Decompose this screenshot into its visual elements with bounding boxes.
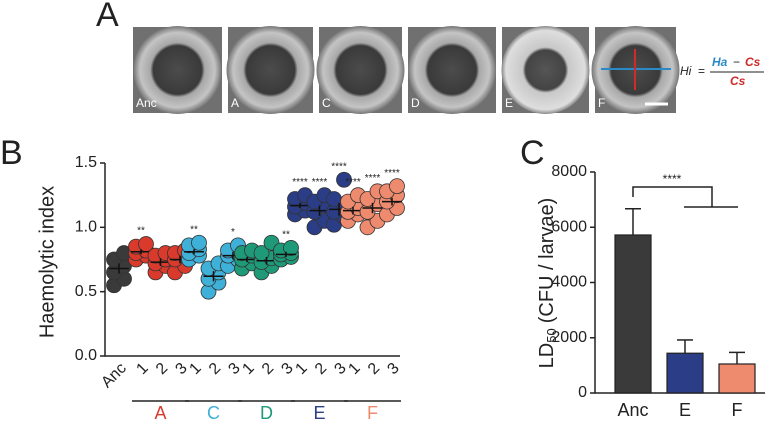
image-label: Anc [136, 96, 157, 110]
y-axis-label: Haemolytic index [36, 186, 58, 338]
dot [283, 240, 299, 256]
formula-cs: Cs [745, 55, 761, 69]
plate [226, 26, 315, 114]
significance: **** [312, 177, 328, 188]
significance: **** [365, 173, 381, 184]
y-tick-label: 0 [578, 384, 587, 401]
significance: **** [331, 161, 347, 172]
y-tick-label: 8000 [551, 163, 587, 180]
image-label: E [505, 96, 513, 110]
y-tick-label: 2000 [551, 329, 587, 346]
x-tick-label: Anc [98, 360, 130, 392]
plate [408, 26, 496, 114]
panel-label: A [96, 0, 119, 34]
dot [191, 234, 207, 251]
significance: **** [345, 177, 361, 188]
formula-eq: = [698, 64, 705, 78]
image-label: D [411, 96, 420, 110]
significance: * [231, 227, 235, 238]
x-tick-label: 2 [153, 360, 171, 378]
significance: ** [137, 226, 145, 237]
x-tick-label: 1 [186, 360, 204, 378]
bar [718, 363, 756, 394]
y-tick-label: 0.5 [75, 283, 97, 300]
significance: ** [282, 230, 290, 241]
y-tick-label: 4000 [551, 274, 587, 291]
significance: **** [292, 177, 308, 188]
significance: **** [663, 172, 682, 186]
bar [614, 234, 652, 394]
x-tick-label: 1 [133, 360, 151, 378]
x-tick-label: 2 [365, 360, 383, 378]
x-tick-label: E [679, 400, 691, 420]
image-label: F [598, 96, 605, 110]
dot [389, 178, 405, 195]
significance: **** [384, 168, 400, 179]
y-tick-label: 0.0 [75, 347, 97, 364]
formula: Hi = Ha − Cs Cs [680, 55, 764, 88]
bar [666, 352, 704, 394]
formula-den: Cs [730, 74, 746, 88]
y-tick-label: 1.5 [75, 154, 97, 171]
significance: ** [190, 224, 198, 235]
formula-minus: − [733, 55, 740, 69]
x-tick-label: 2 [259, 360, 277, 378]
formula-lhs: Hi [680, 64, 692, 78]
image-label: A [231, 96, 239, 110]
y-tick-label: 6000 [551, 218, 587, 235]
plate [133, 26, 222, 114]
x-tick-label: 2 [312, 360, 330, 378]
y-tick-label: 1.0 [75, 219, 97, 236]
y-axis-label: LD50 (CFU / larvae) [536, 198, 559, 369]
x-tick-label: 2 [206, 360, 224, 378]
y-axis-label-part: (CFU / larvae) [536, 198, 558, 324]
plate [316, 26, 405, 114]
panel-label: B [0, 134, 23, 172]
group-label: F [367, 403, 378, 422]
image-strip: Anc A C D E F [133, 26, 680, 114]
group-label: A [154, 403, 166, 422]
y-axis-label-part: 50 [544, 328, 559, 342]
group-label: C [207, 403, 220, 422]
group-label: D [260, 403, 273, 422]
panel-label: C [520, 134, 545, 172]
x-tick-label: 1 [239, 360, 257, 378]
x-tick-label: 3 [384, 360, 402, 378]
plate [501, 26, 590, 114]
formula-ha: Ha [712, 55, 728, 69]
x-tick-label: 1 [345, 360, 363, 378]
significance-bracket [632, 186, 738, 208]
x-tick-label: 1 [292, 360, 310, 378]
x-tick-label: F [732, 400, 743, 420]
image-label: C [322, 96, 331, 110]
x-tick-label: Anc [617, 400, 648, 420]
dot [336, 171, 352, 188]
group-label: E [313, 403, 325, 422]
y-axis-label-part: LD [536, 343, 558, 369]
